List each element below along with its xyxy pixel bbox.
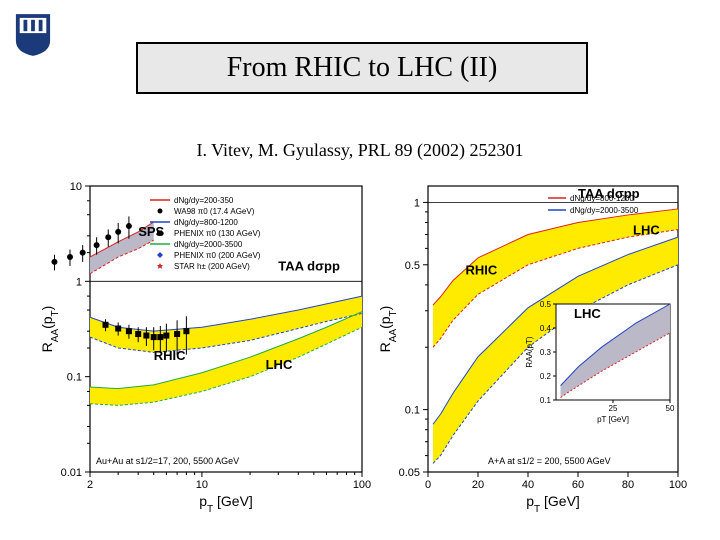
citation-text: I. Vitev, M. Gyulassy, PRL 89 (2002) 252… [0, 140, 720, 161]
left-plot: 2101000.010.1110RAA(pT)pT [GeV]SPSTAA dσ… [36, 176, 374, 520]
svg-text:20: 20 [472, 479, 484, 491]
svg-text:0.05: 0.05 [399, 467, 420, 479]
svg-text:0.1: 0.1 [67, 372, 82, 384]
svg-text:WA98 π0 (17.4 AGeV): WA98 π0 (17.4 AGeV) [174, 207, 255, 216]
svg-text:0.1: 0.1 [405, 405, 420, 417]
university-logo [14, 12, 52, 58]
svg-text:dNg/dy=800-1200: dNg/dy=800-1200 [570, 194, 634, 203]
svg-text:PHENIX π0 (130 AGeV): PHENIX π0 (130 AGeV) [174, 229, 261, 238]
svg-text:TAA dσpp: TAA dσpp [278, 258, 340, 273]
svg-text:40: 40 [522, 479, 534, 491]
slide-title: From RHIC to LHC (II) [227, 52, 498, 84]
svg-text:10: 10 [196, 479, 208, 491]
svg-text:0.1: 0.1 [540, 396, 552, 405]
svg-text:LHC: LHC [266, 357, 293, 372]
svg-text:RHIC: RHIC [466, 262, 498, 277]
svg-text:100: 100 [669, 479, 687, 491]
svg-text:dNg/dy=200-350: dNg/dy=200-350 [174, 196, 234, 205]
svg-text:A+A at s1/2 = 200, 5500 AGeV: A+A at s1/2 = 200, 5500 AGeV [488, 456, 611, 466]
svg-text:RAA(pT): RAA(pT) [525, 336, 534, 367]
svg-text:dNg/dy=800-1200: dNg/dy=800-1200 [174, 218, 238, 227]
svg-text:10: 10 [70, 181, 82, 193]
svg-text:0.2: 0.2 [540, 372, 552, 381]
svg-text:0.5: 0.5 [540, 300, 552, 309]
plots-container: 2101000.010.1110RAA(pT)pT [GeV]SPSTAA dσ… [42, 176, 682, 520]
svg-text:0.4: 0.4 [540, 324, 552, 333]
svg-text:25: 25 [609, 404, 618, 413]
svg-text:0.5: 0.5 [405, 260, 420, 272]
svg-text:LHC: LHC [633, 223, 660, 238]
svg-text:dNg/dy=2000-3500: dNg/dy=2000-3500 [174, 240, 243, 249]
svg-text:0.3: 0.3 [540, 348, 552, 357]
svg-text:LHC: LHC [574, 306, 601, 321]
svg-text:RAA(pT): RAA(pT) [39, 306, 61, 353]
svg-text:0: 0 [425, 479, 431, 491]
svg-text:60: 60 [572, 479, 584, 491]
svg-text:0.01: 0.01 [61, 467, 82, 479]
svg-text:80: 80 [622, 479, 634, 491]
svg-text:pT [GeV]: pT [GeV] [597, 415, 629, 424]
svg-text:pT [GeV]: pT [GeV] [526, 493, 580, 515]
svg-text:1: 1 [414, 197, 420, 209]
svg-text:1: 1 [76, 276, 82, 288]
svg-text:RAA(pT): RAA(pT) [377, 306, 399, 353]
title-box: From RHIC to LHC (II) [136, 42, 588, 94]
svg-text:dNg/dy=2000-3500: dNg/dy=2000-3500 [570, 206, 639, 215]
svg-text:100: 100 [353, 479, 371, 491]
svg-text:pT [GeV]: pT [GeV] [199, 493, 253, 515]
svg-text:50: 50 [666, 404, 675, 413]
svg-text:RHIC: RHIC [154, 348, 186, 363]
svg-text:2: 2 [87, 479, 93, 491]
svg-text:STAR h± (200 AGeV): STAR h± (200 AGeV) [174, 262, 250, 271]
svg-text:Au+Au at s1/2=17, 200, 5500 AG: Au+Au at s1/2=17, 200, 5500 AGeV [96, 456, 239, 466]
svg-text:PHENIX π0 (200 AGeV): PHENIX π0 (200 AGeV) [174, 251, 261, 260]
right-plot: 0204060801000.050.10.51RAA(pT)pT [GeV]TA… [376, 176, 690, 520]
